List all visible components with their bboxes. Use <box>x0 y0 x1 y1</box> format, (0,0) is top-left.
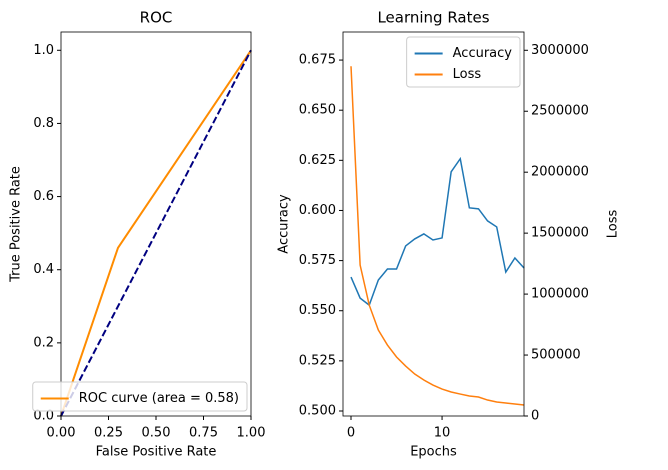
y-tick-label: 0.6 <box>33 189 54 204</box>
y2-tick-label: 1500000 <box>531 226 589 241</box>
x-axis-label: False Positive Rate <box>96 445 217 460</box>
y-tick-label: 0.675 <box>299 53 336 68</box>
y-tick-label: 0.0 <box>33 409 54 424</box>
y-tick-label: 1.0 <box>33 43 54 58</box>
axes-frame <box>60 31 252 417</box>
y-tick-label: 0.650 <box>299 103 336 118</box>
y2-axis-label: Loss <box>606 210 621 239</box>
x-tick-label: 0.50 <box>142 426 171 441</box>
y-tick-label: 0.625 <box>299 153 336 168</box>
y2-tick-label: 0 <box>531 409 539 424</box>
y-tick-label: 0.600 <box>299 203 336 218</box>
y-tick-label: 0.2 <box>33 335 54 350</box>
y-axis-label: True Positive Rate <box>9 166 24 283</box>
legend-label: Loss <box>453 67 482 82</box>
y-tick-label: 0.500 <box>299 403 336 418</box>
axes-frame <box>342 31 525 417</box>
x-tick-label: 1.00 <box>237 426 266 441</box>
y-tick-label: 0.550 <box>299 303 336 318</box>
series-line <box>350 156 525 307</box>
y-tick-label: 0.8 <box>33 116 54 131</box>
y2-tick-label: 2000000 <box>531 165 589 180</box>
y2-tick-label: 500000 <box>531 348 581 363</box>
legend-frame <box>32 381 248 412</box>
x-tick-label: 0.00 <box>47 426 76 441</box>
y-tick-label: 0.575 <box>299 253 336 268</box>
legend-label: ROC curve (area = 0.58) <box>79 391 239 406</box>
y-tick-label: 0.525 <box>299 353 336 368</box>
legend: ROC curve (area = 0.58) <box>32 381 248 412</box>
y2-tick-label: 3000000 <box>531 43 589 58</box>
y2-tick-label: 1000000 <box>531 287 589 302</box>
x-tick-label: 0.75 <box>189 426 218 441</box>
y2-tick-label: 2500000 <box>531 104 589 119</box>
legend: Accuracy Loss <box>406 36 521 88</box>
series-line <box>60 49 252 417</box>
x-tick-label: 10 <box>434 426 451 441</box>
y-axis-label: Accuracy <box>277 194 292 254</box>
chart-title: ROC <box>140 9 173 27</box>
series-line <box>350 66 525 406</box>
y-tick-label: 0.4 <box>33 262 54 277</box>
x-tick-label: 0.25 <box>94 426 123 441</box>
x-tick-label: 0 <box>347 426 355 441</box>
series-line <box>60 49 252 417</box>
legend-label: Accuracy <box>453 46 513 61</box>
x-axis-label: Epochs <box>410 445 457 460</box>
chart-title: Learning Rates <box>377 9 489 27</box>
